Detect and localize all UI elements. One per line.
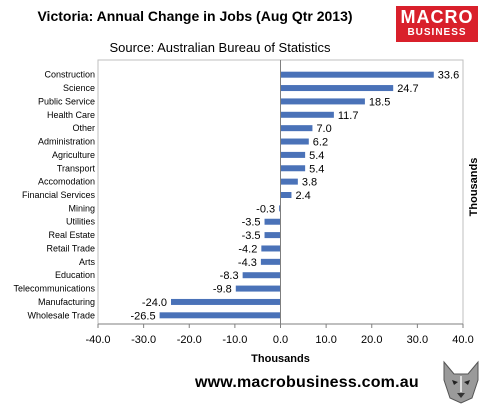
x-tick-label: 0.0	[273, 334, 288, 346]
bar-arts	[260, 258, 281, 265]
category-label: Agriculture	[52, 150, 95, 160]
category-label: Transport	[57, 163, 96, 173]
category-label: Public Service	[38, 96, 95, 106]
value-label: -9.8	[213, 284, 232, 296]
category-label: Education	[55, 270, 95, 280]
value-label: 18.5	[369, 96, 390, 108]
category-label: Manufacturing	[38, 297, 95, 307]
category-label: Science	[63, 83, 95, 93]
bar-agriculture	[280, 151, 306, 158]
category-label: Arts	[79, 257, 96, 267]
category-label: Health Care	[47, 110, 95, 120]
category-label: Financial Services	[22, 190, 96, 200]
category-label: Retail Trade	[46, 243, 95, 253]
value-label: -4.2	[238, 243, 257, 255]
value-label: -8.3	[220, 270, 239, 282]
category-label: Mining	[68, 203, 95, 213]
bar-accomodation	[280, 178, 298, 185]
value-label: -0.3	[256, 203, 275, 215]
value-label: 7.0	[316, 123, 331, 135]
bar-manufacturing	[171, 298, 281, 305]
value-label: -3.5	[242, 230, 261, 242]
bar-mining	[279, 205, 281, 212]
value-label: 33.6	[438, 70, 459, 82]
value-label: 3.8	[302, 177, 317, 189]
footer-url: www.macrobusiness.com.au	[195, 374, 419, 391]
value-label: -26.5	[131, 310, 156, 322]
x-tick-label: -10.0	[222, 334, 247, 346]
category-label: Administration	[38, 137, 95, 147]
bar-utilities	[264, 218, 281, 225]
bar-administration	[280, 138, 309, 145]
x-tick-label: -30.0	[131, 334, 156, 346]
category-label: Accomodation	[38, 177, 95, 187]
value-label: -4.3	[238, 257, 257, 269]
value-label: 2.4	[295, 190, 310, 202]
x-tick-label: -40.0	[85, 334, 110, 346]
bar-health-care	[280, 111, 334, 118]
value-label: -24.0	[142, 297, 167, 309]
chart-subtitle: Source: Australian Bureau of Statistics	[109, 40, 331, 55]
bar-other	[280, 125, 313, 132]
bar-science	[280, 85, 394, 92]
value-label: 5.4	[309, 163, 324, 175]
logo-line-1: MACRO	[400, 7, 474, 27]
bar-wholesale-trade	[159, 312, 281, 319]
x-tick-label: 30.0	[407, 334, 428, 346]
category-label: Utilities	[66, 217, 96, 227]
x-tick-label: 40.0	[452, 334, 473, 346]
bar-construction	[280, 71, 434, 78]
chart-title: Victoria: Annual Change in Jobs (Aug Qtr…	[37, 8, 353, 24]
x-tick-label: 10.0	[315, 334, 336, 346]
bar-retail-trade	[261, 245, 281, 252]
bar-financial-services	[280, 192, 292, 198]
macrobusiness-logo: MACRO BUSINESS	[396, 6, 478, 42]
value-label: 5.4	[309, 150, 324, 162]
wolf-icon	[443, 360, 479, 404]
logo-line-2: BUSINESS	[407, 27, 467, 38]
bar-education	[242, 272, 281, 279]
x-tick-label: -20.0	[177, 334, 202, 346]
x-tick-label: 20.0	[361, 334, 382, 346]
bar-transport	[280, 165, 306, 172]
x-axis-label: Thousands	[251, 353, 310, 365]
bar-public-service	[280, 98, 365, 105]
category-label: Other	[72, 123, 95, 133]
value-label: 24.7	[397, 83, 418, 95]
category-label: Construction	[44, 70, 95, 80]
category-label: Wholesale Trade	[27, 310, 95, 320]
category-label: Telecommunications	[13, 284, 95, 294]
bar-real-estate	[264, 232, 281, 239]
bar-telecommunications	[235, 285, 281, 292]
value-label: -3.5	[242, 217, 261, 229]
value-label: 6.2	[313, 137, 328, 149]
y-axis-label: Thousands	[468, 158, 480, 217]
value-label: 11.7	[338, 110, 359, 122]
category-label: Real Estate	[48, 230, 95, 240]
